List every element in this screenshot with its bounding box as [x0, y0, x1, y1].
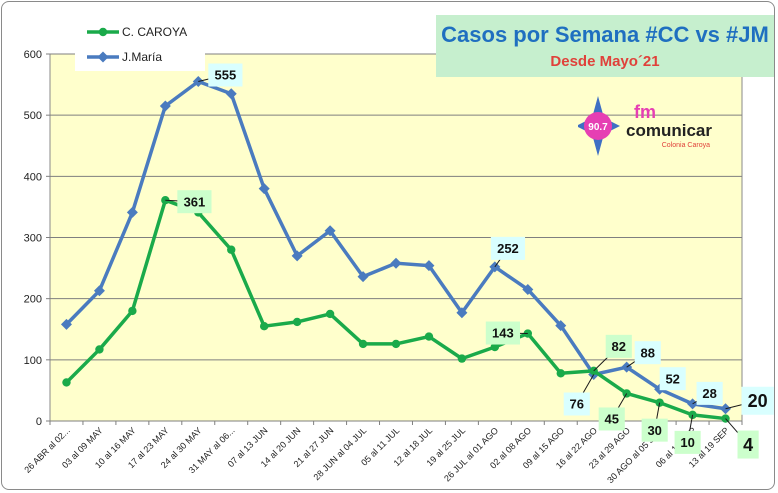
logo-fm-text: fm — [634, 102, 656, 122]
data-label: 20 — [748, 391, 768, 411]
series-c-caroya-point — [556, 369, 565, 378]
series-j-maria-point — [291, 250, 303, 262]
chart-title: Casos por Semana #CC vs #JM — [441, 22, 769, 47]
data-label: 361 — [184, 194, 206, 209]
y-tick-label: 600 — [24, 49, 42, 61]
data-label: 28 — [702, 386, 716, 401]
data-label: 252 — [497, 241, 519, 256]
series-c-caroya-point — [128, 306, 137, 316]
callout-box — [634, 341, 661, 365]
chart-subtitle: Desde Mayo´21 — [550, 53, 660, 70]
data-label: 88 — [640, 345, 654, 360]
data-label: 82 — [612, 339, 626, 354]
data-label: 76 — [570, 397, 584, 412]
callout-box — [641, 418, 668, 442]
series-j-maria-point — [456, 307, 468, 319]
callout-box — [485, 321, 520, 345]
series-j-maria-point — [522, 283, 534, 295]
callout-box — [208, 63, 243, 87]
data-label: 30 — [647, 423, 661, 438]
callout-box — [605, 334, 632, 358]
callout-box — [696, 381, 723, 405]
series-c-caroya-point — [622, 389, 631, 398]
y-tick-label: 300 — [24, 233, 42, 245]
series-j-maria-point — [390, 257, 402, 269]
series-j-maria-point — [324, 225, 336, 237]
data-label: 4 — [743, 435, 753, 455]
legend-label: J.María — [122, 50, 162, 64]
series-c-caroya-point — [457, 354, 467, 363]
callout-box — [490, 236, 526, 260]
title-box: Casos por Semana #CC vs #JM Desde Mayo´2… — [436, 15, 774, 77]
y-tick-label: 0 — [36, 416, 42, 428]
series-c-caroya-point — [358, 339, 368, 349]
series-c-caroya-point — [688, 410, 697, 420]
series-c-caroya-point — [227, 245, 236, 254]
callout-box — [741, 386, 774, 415]
series-j-maria-point — [555, 320, 567, 332]
series-j-maria-point — [159, 100, 171, 112]
legend-label: C. CAROYA — [122, 25, 187, 39]
series-j-maria-point — [126, 206, 138, 218]
logo-badge-circle — [584, 112, 612, 140]
series-j-maria-point — [60, 318, 72, 330]
callout-box — [177, 190, 212, 214]
logo-place-text: Colonia Caroya — [662, 142, 710, 149]
data-label: 10 — [680, 435, 694, 450]
data-label: 143 — [492, 326, 514, 341]
series-c-caroya-point — [490, 342, 500, 352]
series-j-maria-point — [225, 88, 237, 100]
y-tick-label: 200 — [24, 294, 42, 306]
y-tick-label: 500 — [24, 110, 42, 122]
y-tick-label: 100 — [24, 355, 42, 367]
callout-box — [598, 407, 625, 431]
legend-box — [75, 17, 205, 71]
series-c-caroya-point — [95, 345, 104, 354]
logo-name-text: comunicar — [626, 121, 712, 140]
series-c-caroya-point — [62, 378, 71, 387]
series-c-caroya-point — [259, 321, 269, 331]
data-label: 45 — [604, 412, 618, 427]
callout-box — [563, 392, 590, 416]
data-label: 555 — [215, 68, 237, 83]
series-j-maria-point — [93, 285, 105, 297]
callout-box — [674, 430, 701, 454]
callout-box — [659, 367, 686, 391]
callout-box — [737, 430, 759, 459]
series-c-caroya-point — [391, 339, 401, 349]
series-c-caroya-point — [292, 317, 302, 327]
series-j-maria-point — [258, 183, 270, 195]
logo-badge-text: 90.7 — [588, 122, 608, 133]
radio-logo: 90.7 fm comunicar Colonia Caroya — [578, 96, 712, 156]
y-tick-label: 400 — [24, 171, 42, 183]
legend-swatch-marker — [97, 51, 109, 63]
series-c-caroya-point — [424, 332, 434, 341]
data-label: 52 — [665, 371, 679, 386]
series-c-caroya-point — [655, 398, 664, 407]
series-j-maria-point — [423, 260, 435, 272]
series-j-maria-point — [357, 271, 369, 283]
series-c-caroya-point — [325, 309, 335, 319]
legend-swatch-marker — [98, 27, 108, 37]
